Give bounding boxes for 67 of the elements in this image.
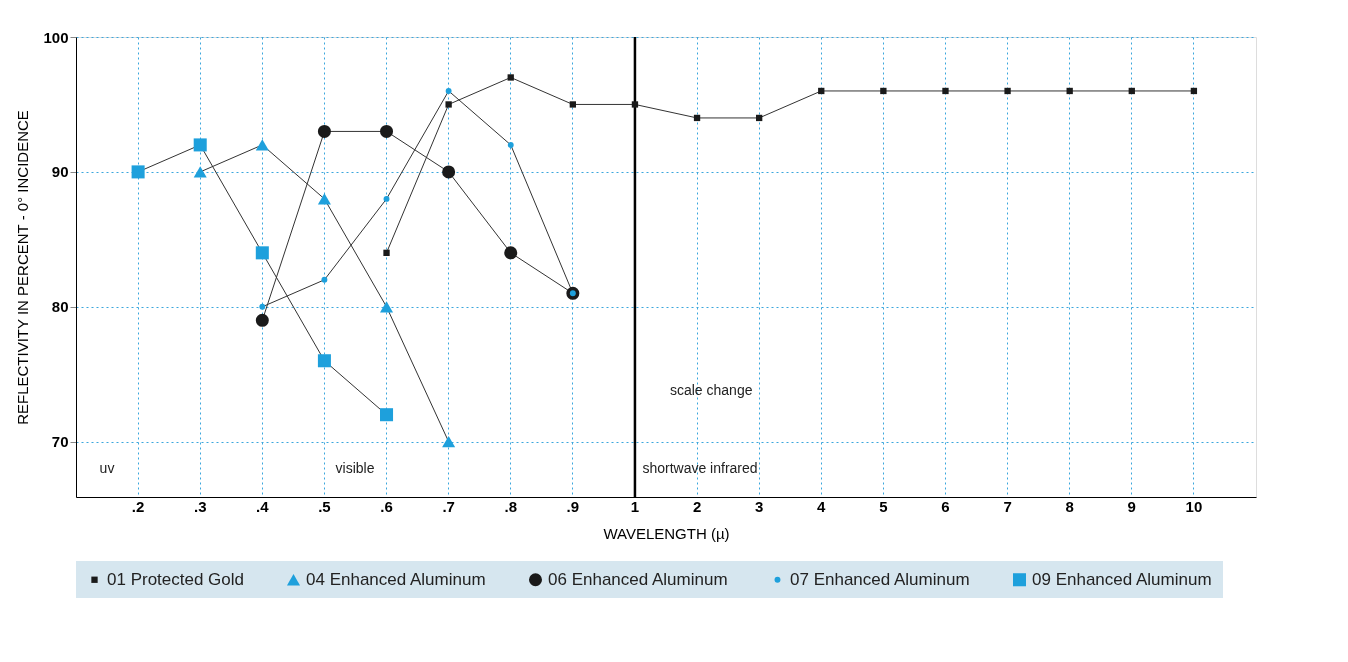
point (259, 303, 266, 310)
x-tick-label: 1 (630, 497, 640, 515)
legend-label: 09 Enhanced Aluminum (1032, 569, 1212, 589)
point (1190, 87, 1198, 95)
y-axis-title: REFLECTIVITY IN PERCENT - 0° INCIDENCE (14, 110, 32, 425)
point (317, 193, 331, 205)
x-tick-label: 3 (754, 497, 764, 515)
x-tick-label: .3 (193, 497, 207, 515)
point (880, 87, 887, 95)
y-tick-label: 90 (51, 163, 69, 181)
point (818, 87, 825, 95)
point (321, 276, 328, 283)
point (383, 249, 390, 256)
point (383, 195, 390, 202)
point (631, 101, 639, 108)
legend-label: 04 Enhanced Aluminum (306, 569, 486, 589)
point (380, 301, 394, 313)
point (1004, 87, 1011, 95)
point (445, 88, 452, 94)
point (317, 354, 331, 368)
point (442, 436, 456, 448)
point (756, 114, 763, 122)
x-tick-label: .7 (442, 497, 455, 515)
legend-label: 01 Protected Gold (107, 569, 245, 589)
x-tick-label: .4 (256, 497, 270, 515)
point (380, 408, 394, 422)
point (507, 74, 514, 81)
point (693, 114, 701, 122)
point (193, 138, 207, 152)
point (442, 165, 456, 179)
point (317, 124, 331, 138)
x-tick-label: 5 (879, 497, 888, 515)
point (380, 124, 394, 138)
x-tick-label: .8 (504, 497, 517, 515)
annotation: visible (335, 460, 375, 477)
y-tick-label: 100 (43, 28, 69, 46)
y-tick-label: 80 (51, 298, 69, 316)
ref-line-label: scale change (669, 382, 753, 399)
x-tick-label: .6 (380, 497, 393, 515)
x-tick-label: .5 (318, 497, 331, 515)
x-axis-title: WAVELENGTH (µ) (603, 524, 730, 542)
point (255, 139, 269, 151)
point (942, 87, 949, 95)
y-tick-label: 70 (51, 433, 69, 451)
point (1128, 87, 1135, 95)
point (255, 313, 269, 327)
point (445, 101, 452, 108)
point (569, 101, 577, 108)
x-tick-label: 4 (817, 497, 827, 515)
point (131, 165, 145, 179)
legend-label: 06 Enhanced Aluminum (548, 569, 728, 589)
x-tick-label: 7 (1003, 497, 1012, 515)
annotation: shortwave infrared (642, 460, 758, 477)
legend-label: 07 Enhanced Aluminum (790, 569, 970, 589)
point (507, 141, 514, 148)
point (255, 246, 269, 260)
x-tick-label: 10 (1185, 497, 1203, 515)
x-tick-label: 2 (692, 497, 702, 515)
x-tick-label: .2 (131, 497, 145, 515)
annotation: uv (99, 460, 115, 477)
x-tick-label: 9 (1127, 497, 1136, 515)
point (1066, 87, 1073, 95)
x-tick-label: 6 (941, 497, 950, 515)
x-tick-label: 8 (1065, 497, 1074, 515)
point (193, 166, 207, 178)
x-tick-label: .9 (566, 497, 580, 515)
point (504, 246, 518, 260)
